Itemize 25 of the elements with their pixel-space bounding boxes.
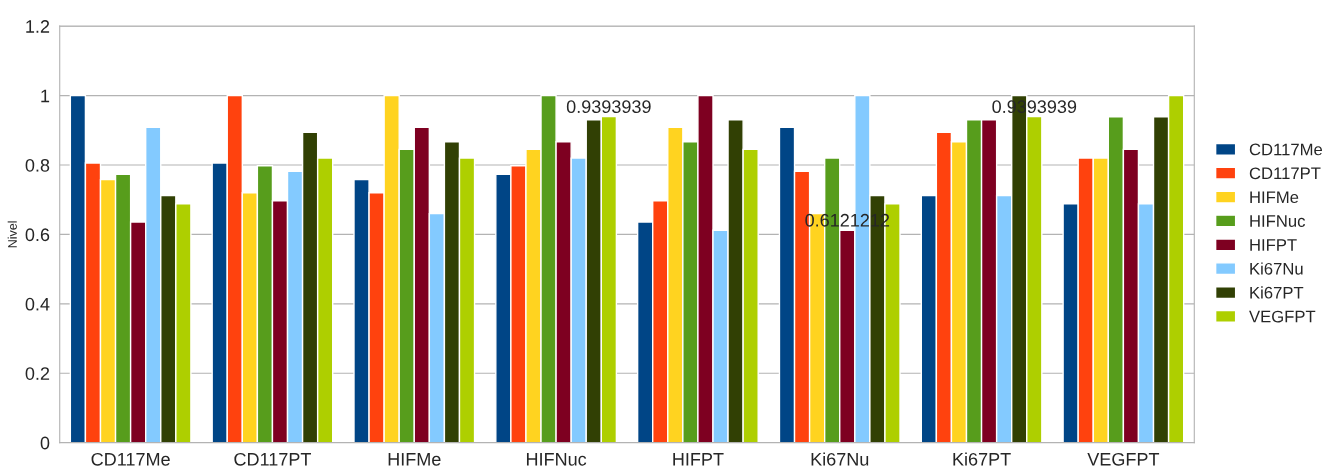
y-axis-title: Nivel <box>7 221 17 248</box>
legend-label: HIFNuc <box>1250 215 1306 227</box>
y-tick-label: 0.2 <box>25 367 50 380</box>
x-tick-label: Ki67Nu <box>811 452 869 466</box>
x-tick-label: HIFMe <box>388 453 441 466</box>
legend-label: CD117Me <box>1249 143 1323 156</box>
y-tick-label: 1.2 <box>26 20 50 33</box>
data-label: 0.9393939 <box>566 100 651 114</box>
legend-label: Ki67PT <box>1250 286 1304 299</box>
x-tick-label: CD117PT <box>234 452 312 466</box>
legend-label: HIFMe <box>1250 191 1299 204</box>
y-tick-label: 1 <box>41 89 50 103</box>
legend-label: Ki67Nu <box>1250 262 1303 275</box>
x-tick-label: HIFPT <box>673 453 724 466</box>
y-tick-label: 0.8 <box>25 158 50 172</box>
legend-label: CD117PT <box>1249 167 1321 180</box>
y-tick-label: 0 <box>40 436 50 450</box>
x-tick-label: CD117Me <box>91 452 170 466</box>
legend-label: HIFPT <box>1250 239 1297 251</box>
x-tick-label: Ki67PT <box>953 452 1011 466</box>
x-tick-label: VEGFPT <box>1087 452 1160 466</box>
y-tick-label: 0.6 <box>25 228 50 242</box>
legend-label: VEGFPT <box>1249 310 1316 323</box>
x-tick-label: HIFNuc <box>526 453 587 466</box>
y-tick-label: 0.4 <box>25 297 50 311</box>
